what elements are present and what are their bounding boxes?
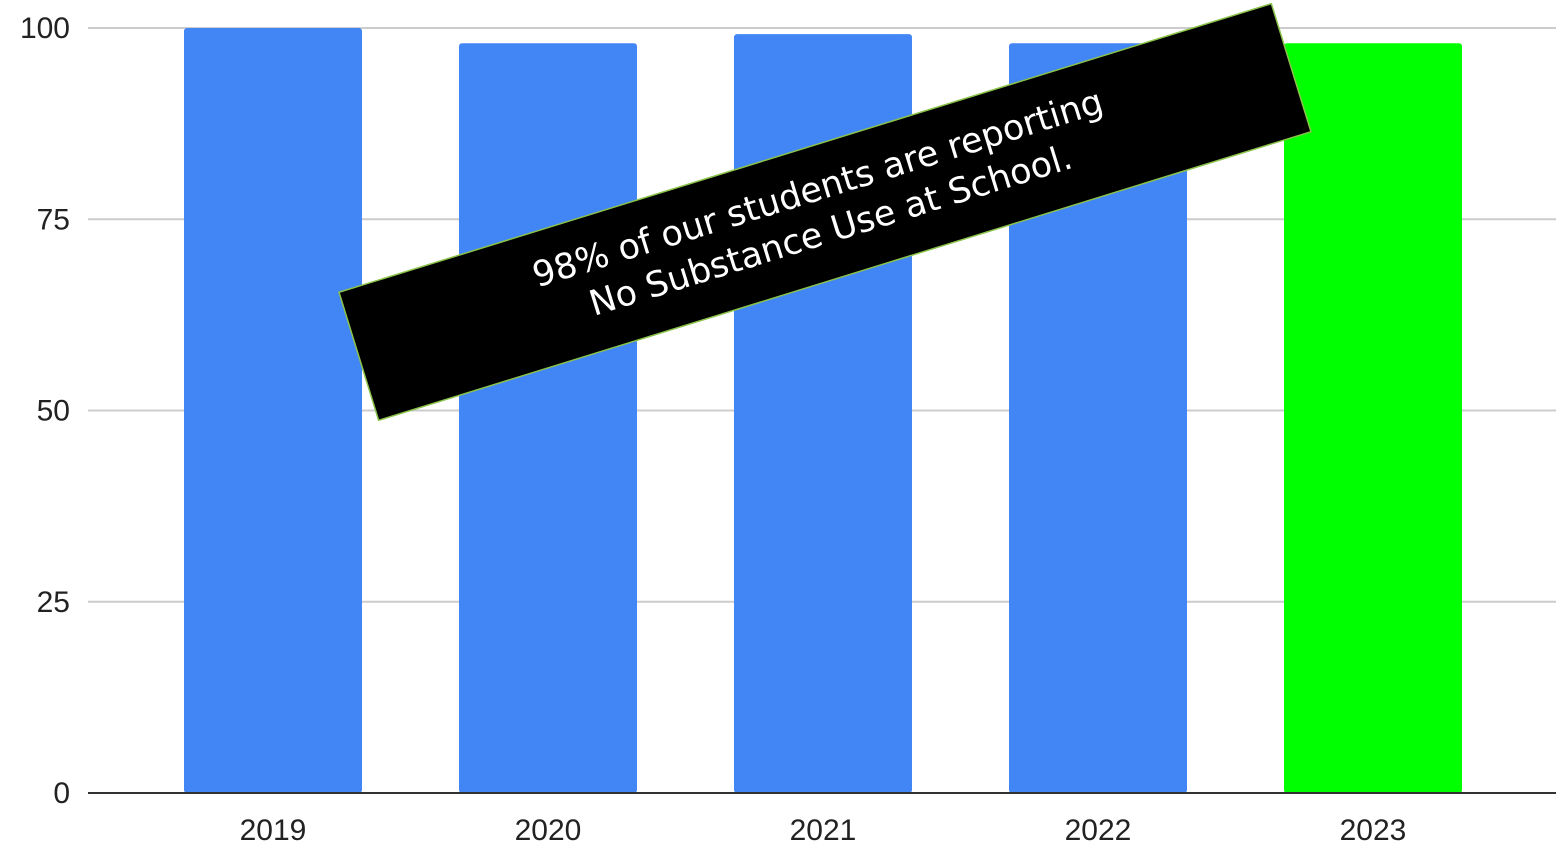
bar-2019	[184, 28, 362, 793]
x-tick-label: 2022	[1065, 814, 1132, 847]
x-tick-label: 2021	[790, 814, 857, 847]
x-tick-labels: 2019 2020 2021 2022 2023	[240, 814, 1407, 847]
bars	[184, 28, 1462, 794]
y-tick-label: 50	[37, 395, 70, 428]
x-tick-label: 2020	[515, 814, 582, 847]
x-tick-label: 2023	[1340, 814, 1407, 847]
y-tick-labels: 0 25 50 75 100	[20, 12, 70, 810]
y-tick-label: 0	[53, 777, 70, 810]
y-tick-label: 25	[37, 586, 70, 619]
annotation-box	[338, 2, 1312, 422]
bar-2023	[1284, 43, 1462, 794]
bar-2022	[1009, 43, 1187, 794]
y-tick-label: 75	[37, 203, 70, 236]
bar-2020	[459, 43, 637, 794]
y-tick-label: 100	[20, 12, 70, 45]
x-tick-label: 2019	[240, 814, 307, 847]
